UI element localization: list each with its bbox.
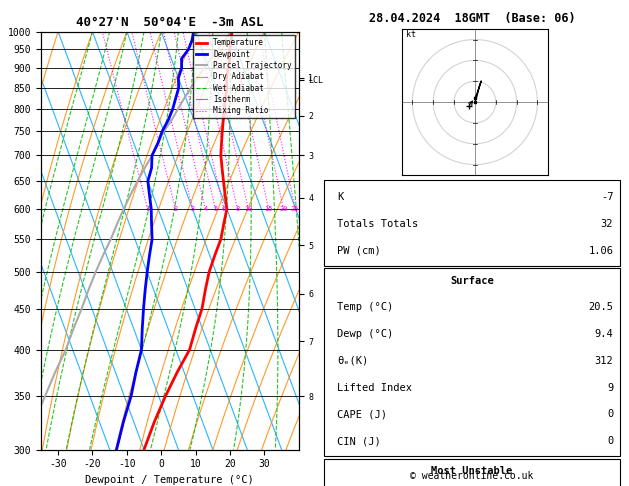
Text: 20: 20 [279, 206, 287, 212]
Text: 28.04.2024  18GMT  (Base: 06): 28.04.2024 18GMT (Base: 06) [369, 12, 576, 25]
Text: CIN (J): CIN (J) [337, 436, 381, 446]
Text: 2: 2 [174, 206, 177, 212]
Text: 20.5: 20.5 [588, 302, 613, 312]
Bar [325, 180, 620, 266]
Text: Temp (°C): Temp (°C) [337, 302, 393, 312]
Text: K: K [337, 192, 343, 202]
Text: 10: 10 [244, 206, 252, 212]
Text: Lifted Index: Lifted Index [337, 382, 412, 393]
Y-axis label: hPa: hPa [0, 232, 2, 249]
Text: 6: 6 [222, 206, 226, 212]
Text: 3: 3 [191, 206, 195, 212]
Text: 1: 1 [145, 206, 150, 212]
Text: 4: 4 [203, 206, 208, 212]
Text: 25: 25 [291, 206, 299, 212]
Text: 0: 0 [607, 409, 613, 419]
Title: 40°27'N  50°04'E  -3m ASL: 40°27'N 50°04'E -3m ASL [76, 16, 264, 29]
Y-axis label: km
ASL: km ASL [326, 233, 346, 248]
Text: 9: 9 [607, 382, 613, 393]
Bar [325, 459, 620, 486]
Text: 1.06: 1.06 [588, 245, 613, 256]
Text: 0: 0 [607, 436, 613, 446]
Text: -7: -7 [601, 192, 613, 202]
Text: 5: 5 [213, 206, 218, 212]
Text: PW (cm): PW (cm) [337, 245, 381, 256]
Text: 15: 15 [264, 206, 273, 212]
Text: 8: 8 [235, 206, 240, 212]
Text: 32: 32 [601, 219, 613, 229]
Text: Most Unstable: Most Unstable [431, 466, 513, 476]
Text: 9.4: 9.4 [594, 329, 613, 339]
Text: kt: kt [406, 31, 416, 39]
Text: Dewp (°C): Dewp (°C) [337, 329, 393, 339]
Text: θₑ(K): θₑ(K) [337, 356, 368, 366]
Text: CAPE (J): CAPE (J) [337, 409, 387, 419]
Text: Surface: Surface [450, 276, 494, 286]
Text: © weatheronline.co.uk: © weatheronline.co.uk [410, 471, 533, 481]
Text: 312: 312 [594, 356, 613, 366]
Text: Totals Totals: Totals Totals [337, 219, 418, 229]
Bar [325, 268, 620, 456]
Legend: Temperature, Dewpoint, Parcel Trajectory, Dry Adiabat, Wet Adiabat, Isotherm, Mi: Temperature, Dewpoint, Parcel Trajectory… [192, 35, 295, 118]
X-axis label: Dewpoint / Temperature (°C): Dewpoint / Temperature (°C) [86, 475, 254, 485]
